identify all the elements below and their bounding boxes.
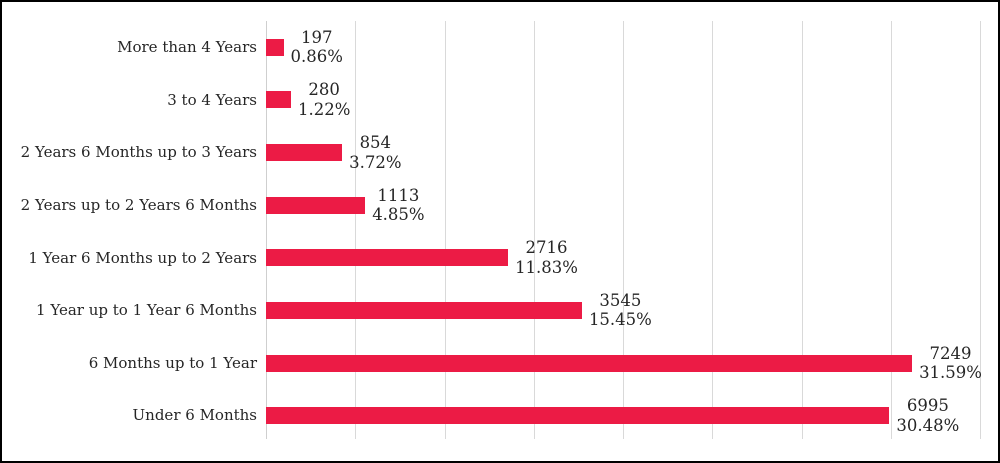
bar-track: 280 1.22% — [266, 74, 979, 127]
data-label: 2716 11.83% — [515, 238, 578, 277]
chart-row: More than 4 Years 197 0.86% — [2, 21, 979, 74]
data-label-percent: 30.48% — [896, 415, 960, 435]
category-label: 2 Years 6 Months up to 3 Years — [20, 143, 257, 162]
data-label: 6995 30.48% — [896, 396, 959, 435]
data-label-value: 6995 — [906, 396, 949, 416]
data-label: 280 1.22% — [298, 80, 350, 119]
category-label: 2 Years up to 2 Years 6 Months — [20, 195, 257, 214]
chart-row: Under 6 Months 6995 30.48% — [2, 389, 979, 442]
bar — [266, 301, 582, 319]
category-label: 3 to 4 Years — [167, 90, 257, 109]
data-label-value: 280 — [308, 80, 340, 100]
data-label-percent: 11.83% — [515, 257, 578, 277]
bar-track: 3545 15.45% — [266, 284, 979, 337]
bar — [266, 407, 890, 425]
gridline — [801, 21, 803, 439]
chart-row: 2 Years up to 2 Years 6 Months 1113 4.85… — [2, 179, 979, 232]
category-axis-line — [266, 21, 267, 439]
gridline — [533, 21, 535, 439]
data-label-percent: 1.22% — [297, 99, 351, 119]
data-label-value: 3545 — [599, 290, 642, 310]
bar-track: 197 0.86% — [266, 21, 979, 74]
bar-track: 854 3.72% — [266, 126, 979, 179]
bar — [266, 38, 284, 56]
chart-row: 3 to 4 Years 280 1.22% — [2, 74, 979, 127]
category-label: 1 Year up to 1 Year 6 Months — [36, 301, 257, 320]
chart-row: 1 Year up to 1 Year 6 Months 3545 15.45% — [2, 284, 979, 337]
gridline — [712, 21, 714, 439]
category-label: 6 Months up to 1 Year — [88, 353, 257, 372]
chart-row: 2 Years 6 Months up to 3 Years 854 3.72% — [2, 126, 979, 179]
data-label: 197 0.86% — [291, 28, 343, 67]
bar-track: 1113 4.85% — [266, 179, 979, 232]
data-label: 854 3.72% — [349, 133, 401, 172]
bar — [266, 249, 509, 267]
data-label-percent: 0.86% — [290, 47, 343, 67]
category-label: 1 Year 6 Months up to 2 Years — [28, 248, 257, 267]
data-label-value: 1113 — [377, 185, 420, 205]
data-label: 1113 4.85% — [372, 186, 424, 225]
chart-row: 1 Year 6 Months up to 2 Years 2716 11.83… — [2, 232, 979, 285]
gridline — [355, 21, 357, 439]
data-label-percent: 4.85% — [372, 205, 425, 225]
category-label: Under 6 Months — [132, 406, 257, 425]
data-label-percent: 31.59% — [919, 363, 982, 383]
bar — [266, 144, 343, 162]
bar-track: 7249 31.59% — [266, 337, 982, 390]
data-label-value: 197 — [301, 27, 333, 47]
bar-track: 6995 30.48% — [266, 389, 979, 442]
chart-rows: More than 4 Years 197 0.86% 3 to 4 Years… — [2, 21, 982, 442]
gridline — [980, 21, 981, 439]
data-label-value: 2716 — [525, 238, 568, 258]
gridline — [623, 21, 624, 439]
gridline — [444, 21, 446, 439]
bar — [266, 354, 913, 372]
plot-area — [266, 21, 981, 439]
bar-track: 2716 11.83% — [266, 232, 979, 285]
data-label: 7249 31.59% — [919, 344, 982, 383]
data-label: 3545 15.45% — [589, 291, 652, 330]
bar — [266, 91, 291, 109]
data-label-percent: 15.45% — [588, 310, 652, 330]
bar — [266, 196, 366, 214]
data-label-value: 7249 — [929, 343, 972, 363]
chart-row: 6 Months up to 1 Year 7249 31.59% — [2, 337, 982, 390]
data-label-value: 854 — [359, 133, 392, 153]
gridline — [890, 21, 892, 439]
category-label: More than 4 Years — [117, 38, 257, 57]
data-label-percent: 3.72% — [349, 152, 402, 172]
